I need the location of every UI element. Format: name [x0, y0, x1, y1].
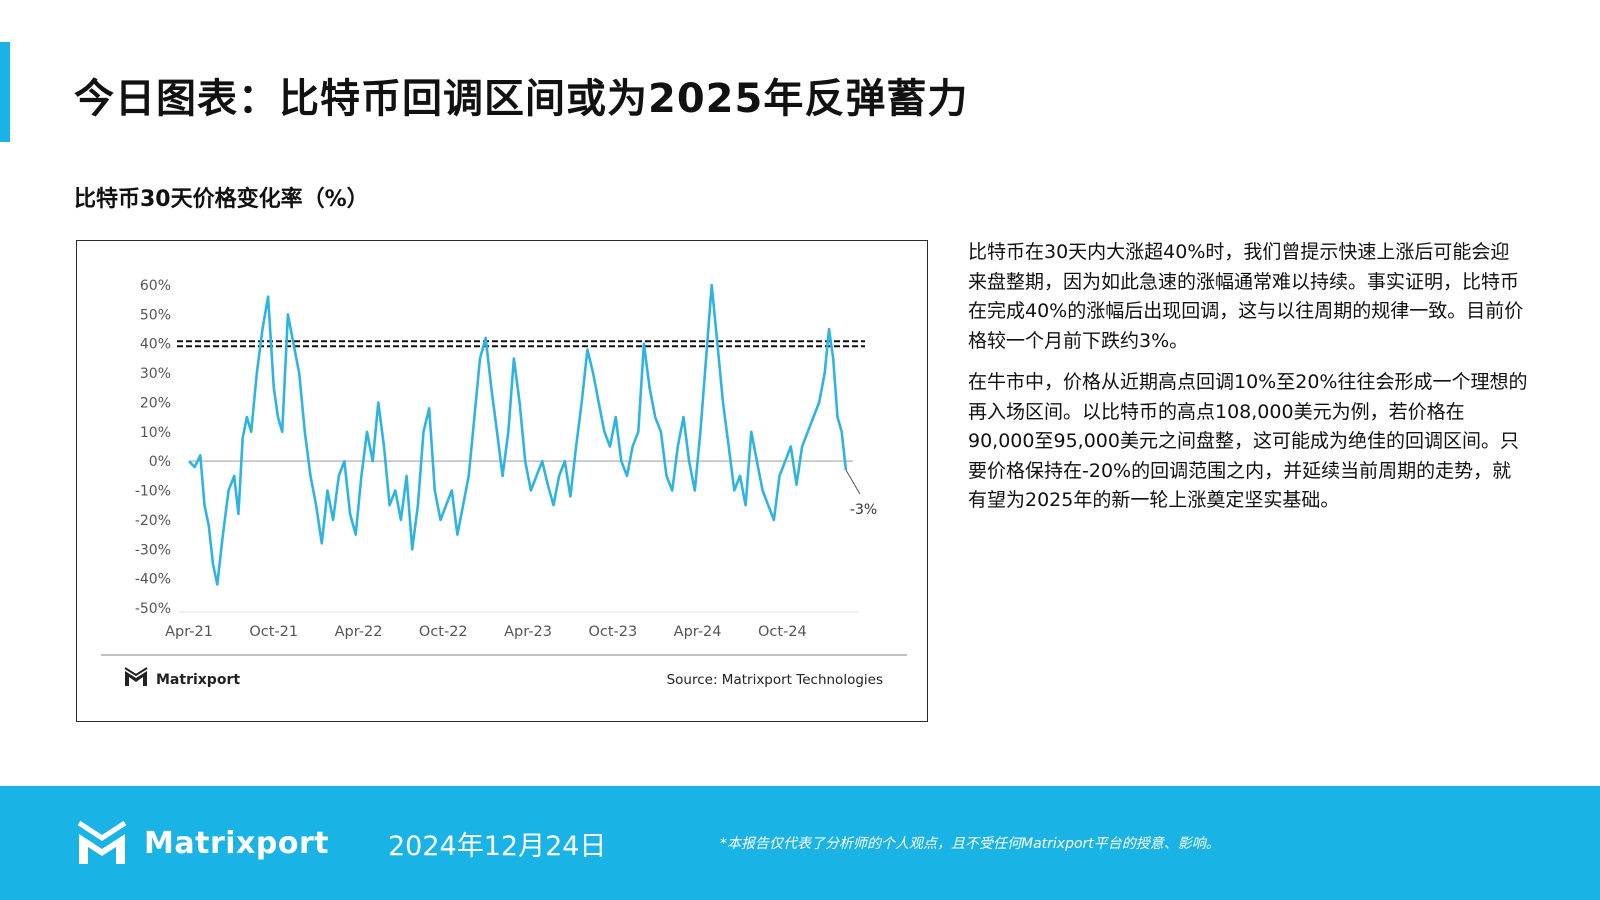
- threshold-line-40: [177, 340, 865, 348]
- chart-title: 比特币30天价格变化率（%）: [74, 187, 369, 212]
- y-tick-label: 50%: [140, 307, 171, 323]
- x-tick-label: Oct-21: [249, 624, 298, 640]
- x-tick-label: Apr-23: [504, 624, 552, 640]
- x-tick-label: Oct-22: [419, 624, 468, 640]
- y-tick-label: -10%: [135, 484, 171, 500]
- commentary: 比特币在30天内大涨超40%时，我们曾提示快速上涨后可能会迎来盘整期，因为如此急…: [968, 238, 1528, 516]
- y-tick-label: 0%: [149, 454, 171, 470]
- chart-logo-text: Matrixport: [156, 672, 240, 688]
- commentary-paragraph-2: 在牛市中，价格从近期高点回调10%至20%往往会形成一个理想的再入场区间。以比特…: [968, 371, 1528, 511]
- series-line-btc-30d-change: [188, 283, 848, 586]
- x-tick-label: Apr-21: [165, 624, 213, 640]
- y-axis-ticks: 60% 50% 40% 30% 20% 10% 0% -10% -20% -30% -40% -50%: [135, 278, 171, 617]
- footer-logo-text: Matrixport: [144, 825, 330, 861]
- x-axis-ticks: Apr-21 Oct-21 Apr-22 Oct-22 Apr-23 Oct-23 Apr-…: [165, 624, 807, 640]
- page-title: 今日图表：比特币回调区间或为2025年反弹蓄力: [74, 76, 969, 122]
- price-change-chart: 60% 50% 40% 30% 20% 10% 0% -10% -20% -30% -40% -50%…: [101, 278, 907, 688]
- end-label: -3%: [850, 502, 877, 518]
- y-tick-label: 30%: [140, 366, 171, 382]
- chart-frame: 60% 50% 40% 30% 20% 10% 0% -10% -20% -30% -40% -50%…: [76, 240, 928, 722]
- commentary-paragraph-1: 比特币在30天内大涨超40%时，我们曾提示快速上涨后可能会迎来盘整期，因为如此急…: [968, 241, 1524, 352]
- y-tick-label: -30%: [135, 542, 171, 558]
- end-label-leader: [845, 469, 861, 495]
- matrixport-logo-icon: [77, 820, 127, 864]
- chart-source: Source: Matrixport Technologies: [667, 672, 883, 688]
- footer-logo: Matrixport: [76, 820, 329, 866]
- x-tick-label: Apr-22: [335, 624, 383, 640]
- footer-band: Matrixport 2024年12月24日 *本报告仅代表了分析师的个人观点，…: [0, 786, 1600, 900]
- y-tick-label: -20%: [135, 513, 171, 529]
- y-tick-label: -50%: [135, 601, 171, 617]
- x-tick-label: Oct-24: [758, 624, 807, 640]
- y-tick-label: 60%: [140, 278, 171, 294]
- footer-date: 2024年12月24日: [388, 831, 607, 862]
- x-tick-label: Apr-24: [674, 624, 722, 640]
- y-tick-label: 20%: [140, 395, 171, 411]
- footer-disclaimer: *本报告仅代表了分析师的个人观点，且不受任何Matrixport平台的授意、影响…: [720, 836, 1220, 852]
- title-accent-bar: [0, 42, 10, 142]
- y-tick-label: 40%: [140, 337, 171, 353]
- y-tick-label: -40%: [135, 572, 171, 588]
- matrixport-logo-small-icon: [124, 667, 148, 686]
- x-tick-label: Oct-23: [588, 624, 637, 640]
- y-tick-label: 10%: [140, 425, 171, 441]
